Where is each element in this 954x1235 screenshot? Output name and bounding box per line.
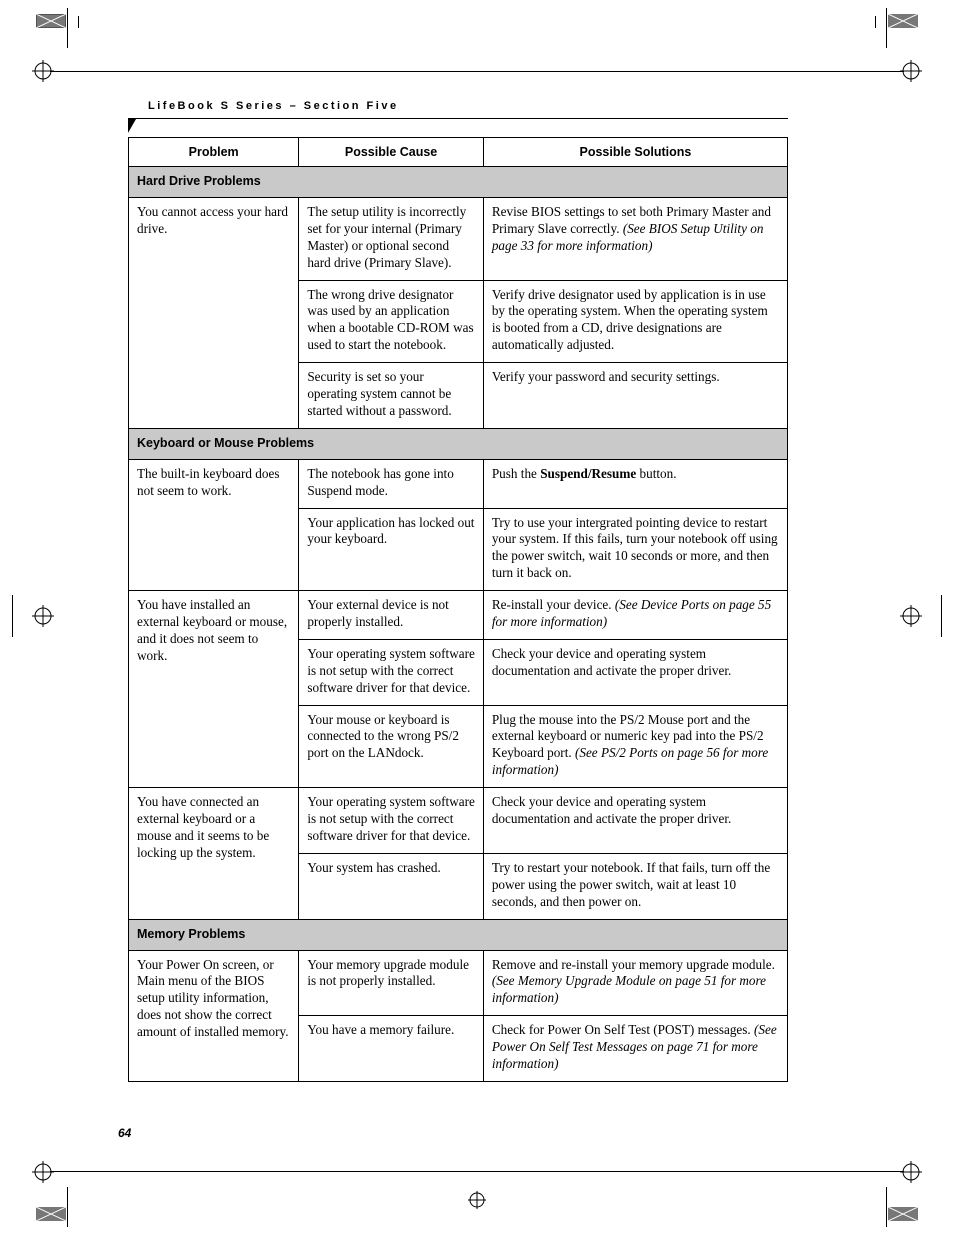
italic-reference: (See Memory Upgrade Module on page 51 fo… [492,973,766,1005]
troubleshooting-table: Problem Possible Cause Possible Solution… [128,137,788,1082]
italic-reference: (See BIOS Setup Utility on page 33 for m… [492,221,764,253]
crop-line [941,595,942,637]
cell-cause: The setup utility is incorrectly set for… [299,198,484,281]
cell-solution: Push the Suspend/Resume button. [483,459,787,508]
section-header-row: Memory Problems [129,919,788,950]
cell-solution: Re-install your device. (See Device Port… [483,591,787,640]
cell-cause: Your operating system software is not se… [299,788,484,854]
registration-mark-icon [900,60,922,82]
cell-cause: Security is set so your operating system… [299,363,484,429]
registration-mark-icon [900,605,922,627]
crop-line [886,8,887,48]
cell-cause: Your memory upgrade module is not proper… [299,950,484,1016]
header-rule [128,118,788,119]
italic-reference: (See Device Ports on page 55 for more in… [492,597,771,629]
table-header-row: Problem Possible Cause Possible Solution… [129,138,788,167]
cell-cause: Your application has locked out your key… [299,508,484,591]
color-bar-icon [36,1207,66,1221]
header-tab-icon [128,119,136,133]
registration-mark-icon [32,605,54,627]
cell-cause: The notebook has gone into Suspend mode. [299,459,484,508]
cell-solution: Check your device and operating system d… [483,788,787,854]
section-title: Keyboard or Mouse Problems [129,428,788,459]
cell-solution: Try to restart your notebook. If that fa… [483,853,787,919]
cell-solution: Check your device and operating system d… [483,639,787,705]
section-title: Hard Drive Problems [129,167,788,198]
cell-problem: You cannot access your hard drive. [129,198,299,429]
cell-solution: Verify drive designator used by applicat… [483,280,787,363]
cell-solution: Revise BIOS settings to set both Primary… [483,198,787,281]
section-header-row: Keyboard or Mouse Problems [129,428,788,459]
color-bar-icon [36,14,66,28]
cell-problem: Your Power On screen, or Main menu of th… [129,950,299,1081]
cell-cause: Your mouse or keyboard is connected to t… [299,705,484,788]
crop-tick [875,16,876,28]
registration-mark-icon [466,1189,488,1211]
registration-mark-icon [32,1161,54,1183]
crop-tick [78,16,79,28]
cell-cause: Your external device is not properly ins… [299,591,484,640]
italic-reference: (See Power On Self Test Messages on page… [492,1022,777,1071]
col-header-problem: Problem [129,138,299,167]
cell-cause: The wrong drive designator was used by a… [299,280,484,363]
section-header-row: Hard Drive Problems [129,167,788,198]
crop-line [67,1187,68,1227]
registration-mark-icon [32,60,54,82]
page-content: LifeBook S Series – Section Five Problem… [128,100,788,1082]
cell-cause: Your system has crashed. [299,853,484,919]
table-row: You have installed an external keyboard … [129,591,788,640]
cell-problem: You have connected an external keyboard … [129,788,299,919]
cell-solution: Check for Power On Self Test (POST) mess… [483,1016,787,1082]
cell-problem: You have installed an external keyboard … [129,591,299,788]
crop-line [67,8,68,48]
table-row: You cannot access your hard drive.The se… [129,198,788,281]
running-header: LifeBook S Series – Section Five [148,100,788,114]
section-title: Memory Problems [129,919,788,950]
crop-line [12,595,13,637]
cell-solution: Verify your password and security settin… [483,363,787,429]
crop-line-top [50,71,904,72]
table-row: The built-in keyboard does not seem to w… [129,459,788,508]
cell-cause: Your operating system software is not se… [299,639,484,705]
color-bar-icon [888,14,918,28]
cell-problem: The built-in keyboard does not seem to w… [129,459,299,590]
cell-solution: Remove and re-install your memory upgrad… [483,950,787,1016]
registration-mark-icon [900,1161,922,1183]
crop-line-bottom [50,1171,904,1172]
cell-cause: You have a memory failure. [299,1016,484,1082]
color-bar-icon [888,1207,918,1221]
page-number: 64 [118,1126,131,1140]
table-row: You have connected an external keyboard … [129,788,788,854]
crop-line [886,1187,887,1227]
col-header-solution: Possible Solutions [483,138,787,167]
table-row: Your Power On screen, or Main menu of th… [129,950,788,1016]
italic-reference: (See PS/2 Ports on page 56 for more info… [492,745,768,777]
col-header-cause: Possible Cause [299,138,484,167]
cell-solution: Plug the mouse into the PS/2 Mouse port … [483,705,787,788]
bold-text: Suspend/Resume [540,466,636,481]
cell-solution: Try to use your intergrated pointing dev… [483,508,787,591]
